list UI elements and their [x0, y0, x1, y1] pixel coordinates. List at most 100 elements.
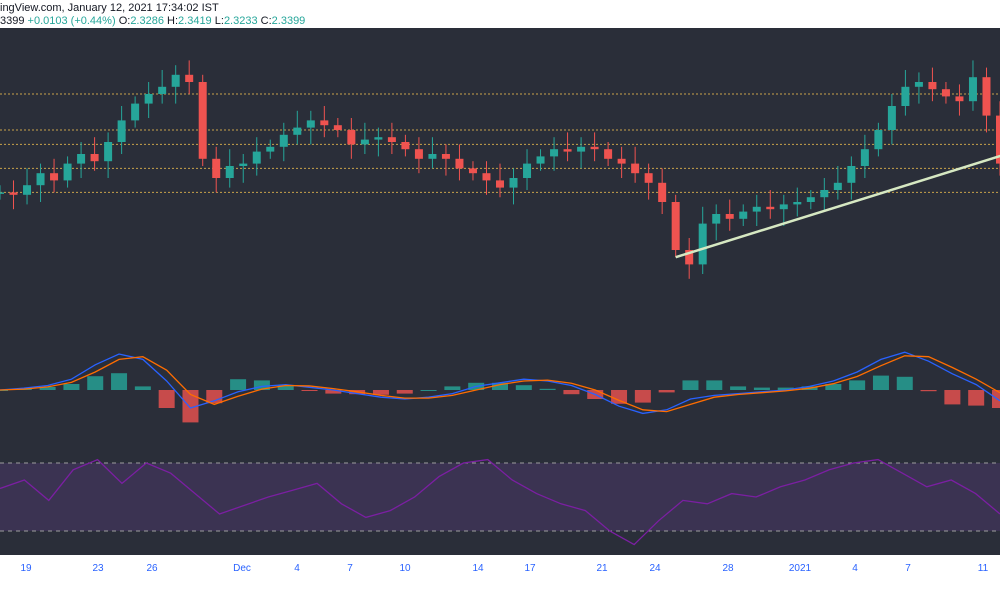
candle-body: [698, 223, 707, 265]
candle-body: [428, 154, 437, 159]
macd-histogram-bar: [111, 373, 128, 390]
macd-histogram-bar: [301, 390, 318, 391]
last-price-text: 3399: [0, 15, 25, 27]
candle-body: [239, 163, 248, 166]
macd-histogram-bar: [515, 385, 532, 390]
trading-chart: 19 23 26 Dec 4 7 10 14 17 21 24 28 2021 4 7 11: [0, 28, 1000, 600]
macd-histogram-bar: [563, 390, 580, 395]
candle-body: [914, 82, 923, 87]
candle-body: [320, 120, 329, 126]
candle-body: [266, 146, 275, 152]
candle-body: [847, 166, 856, 183]
candlestick-series: [0, 60, 1000, 279]
candle-body: [563, 149, 572, 152]
candle-body: [996, 115, 1000, 164]
candle-body: [631, 163, 640, 174]
low-label: L:: [214, 15, 224, 27]
time-axis: 19 23 26 Dec 4 7 10 14 17 21 24 28 2021 4 7 11: [20, 563, 988, 574]
low-value: 2.3233: [223, 15, 258, 27]
price-change-text: +0.0103 (+0.44%): [27, 15, 116, 27]
macd-histogram-bar: [277, 385, 294, 390]
macd-histogram-bar: [825, 384, 842, 390]
candle-body: [441, 154, 450, 159]
open-value: 2.3286: [130, 15, 164, 27]
macd-line: [0, 351, 1000, 415]
macd-histogram-bar: [730, 386, 747, 390]
candle-body: [685, 250, 694, 265]
chart-header: ingView.com, January 12, 2021 17:34:02 I…: [0, 0, 1000, 28]
candle-body: [766, 206, 775, 210]
candle-body: [712, 214, 721, 224]
x-tick-label: 4: [852, 563, 858, 574]
candle-body: [725, 214, 734, 219]
candle-body: [198, 82, 207, 159]
candle-body: [820, 190, 829, 198]
macd-histogram-bar: [658, 390, 675, 393]
candle-body: [644, 173, 653, 183]
x-tick-label: 23: [92, 563, 104, 574]
candle-body: [23, 185, 32, 195]
x-tick-label: 4: [294, 563, 300, 574]
macd-histogram-bar: [87, 376, 104, 390]
source-datetime-text: ingView.com, January 12, 2021 17:34:02 I…: [0, 2, 219, 14]
candle-body: [617, 158, 626, 164]
trendline-group: [675, 154, 1000, 259]
macd-histogram-bar: [158, 390, 175, 408]
candle-body: [550, 149, 559, 157]
macd-histogram-bar: [682, 380, 699, 390]
macd-histogram-bar: [872, 375, 889, 390]
high-label: H:: [167, 15, 179, 27]
x-tick-label: 11: [978, 563, 989, 574]
macd-lines: [0, 351, 1000, 415]
candle-body: [279, 134, 288, 147]
candle-body: [941, 89, 950, 97]
macd-histogram-bar: [920, 390, 937, 392]
x-tick-label: 19: [20, 563, 32, 574]
candle-body: [982, 77, 991, 116]
candle-body: [252, 151, 261, 164]
macd-histogram-bar: [39, 387, 56, 390]
close-label: C:: [260, 15, 272, 27]
macd-histogram: [0, 373, 1000, 423]
macd-histogram-bar: [230, 379, 247, 390]
candle-body: [333, 125, 342, 130]
candle-body: [968, 77, 977, 102]
candle-body: [887, 106, 896, 130]
macd-histogram-bar: [992, 390, 1000, 408]
macd-histogram-bar: [706, 380, 723, 390]
macd-histogram-bar: [896, 376, 913, 390]
macd-histogram-bar: [634, 390, 651, 403]
macd-histogram-bar: [753, 387, 770, 390]
candle-body: [293, 127, 302, 135]
candle-body: [901, 86, 910, 106]
candle-body: [104, 142, 113, 162]
open-label: O:: [118, 15, 131, 27]
candle-body: [577, 146, 586, 152]
candle-body: [117, 120, 126, 142]
candle-body: [523, 163, 532, 178]
time-axis-background: [0, 555, 1000, 600]
trendline: [675, 154, 1000, 259]
candle-body: [131, 103, 140, 121]
candle-body: [509, 178, 518, 188]
candle-body: [225, 166, 234, 178]
candle-body: [212, 158, 221, 178]
candle-body: [779, 204, 788, 210]
signal-line: [0, 355, 1000, 413]
candle-body: [658, 182, 667, 202]
ohlc-line: 3399 +0.0103 (+0.44%) O:2.3286 H:2.3419 …: [0, 15, 305, 27]
macd-histogram-bar: [134, 386, 151, 390]
macd-histogram-bar: [539, 388, 556, 390]
macd-histogram-bar: [611, 390, 628, 404]
candle-body: [928, 82, 937, 90]
macd-histogram-bar: [849, 380, 866, 390]
macd-histogram-bar: [182, 390, 199, 423]
candle-body: [77, 154, 86, 164]
candle-body: [468, 168, 477, 174]
rsi-line: [0, 458, 1000, 546]
candle-body: [496, 180, 504, 188]
macd-histogram-bar: [777, 387, 794, 390]
macd-histogram-bar: [968, 390, 985, 406]
candle-body: [752, 206, 761, 212]
candle-body: [455, 158, 464, 169]
